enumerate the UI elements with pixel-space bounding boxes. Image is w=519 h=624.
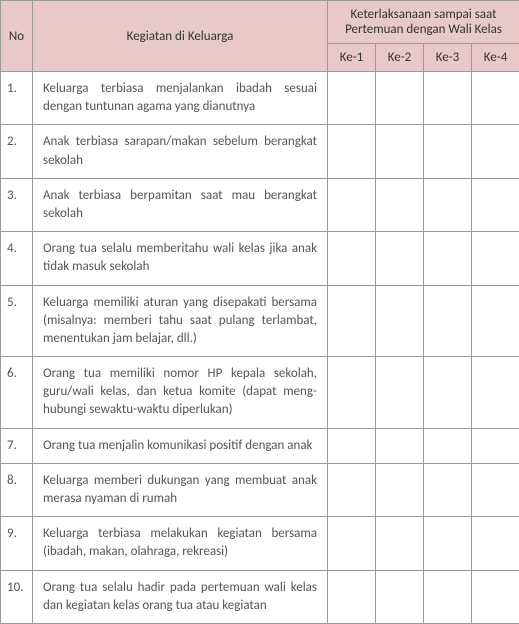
table-row: 10. Orang tua selalu hadir pada pertemua…: [1, 570, 519, 623]
cell-ke4: [472, 72, 519, 125]
header-ke4: Ke-4: [472, 44, 519, 72]
cell-ke1: [328, 232, 376, 285]
table-body: 1. Keluarga terbiasa menjalankan ibadah …: [1, 72, 519, 624]
table-row: 2. Anak terbiasa sarapan/makan sebelum b…: [1, 125, 519, 178]
cell-ke4: [472, 125, 519, 178]
cell-ke4: [472, 232, 519, 285]
table-row: 1. Keluarga terbiasa menjalankan ibadah …: [1, 72, 519, 125]
cell-ke2: [376, 463, 424, 516]
header-ke1: Ke-1: [328, 44, 376, 72]
cell-ke4: [472, 428, 519, 463]
cell-ke2: [376, 125, 424, 178]
row-no: 4.: [1, 232, 33, 285]
table-row: 4. Orang tua selalu memberitahu wali kel…: [1, 232, 519, 285]
row-kegiatan: Orang tua selalu memberitahu wali kelas …: [33, 232, 328, 285]
header-ke2: Ke-2: [376, 44, 424, 72]
cell-ke1: [328, 517, 376, 570]
cell-ke1: [328, 72, 376, 125]
cell-ke2: [376, 570, 424, 623]
cell-ke2: [376, 232, 424, 285]
cell-ke2: [376, 285, 424, 357]
cell-ke2: [376, 517, 424, 570]
table-row: 9. Keluarga terbiasa melakukan kegiatan …: [1, 517, 519, 570]
row-kegiatan: Keluarga memberi dukungan yang membuat a…: [33, 463, 328, 516]
cell-ke3: [424, 570, 472, 623]
row-no: 5.: [1, 285, 33, 357]
cell-ke3: [424, 428, 472, 463]
header-kegiatan: Kegiatan di Keluarga: [33, 1, 328, 72]
cell-ke2: [376, 178, 424, 231]
table-row: 6. Orang tua memiliki nomor HP kepala se…: [1, 357, 519, 429]
cell-ke1: [328, 570, 376, 623]
cell-ke3: [424, 125, 472, 178]
table-row: 3. Anak terbiasa berpamitan saat mau ber…: [1, 178, 519, 231]
row-no: 2.: [1, 125, 33, 178]
row-no: 6.: [1, 357, 33, 429]
header-ke3: Ke-3: [424, 44, 472, 72]
cell-ke1: [328, 428, 376, 463]
cell-ke4: [472, 517, 519, 570]
row-no: 10.: [1, 570, 33, 623]
row-no: 1.: [1, 72, 33, 125]
cell-ke3: [424, 357, 472, 429]
table-header: No Kegiatan di Keluarga Keterlaksanaan s…: [1, 1, 519, 72]
row-kegiatan: Anak terbiasa sarapan/makan sebelum bera…: [33, 125, 328, 178]
cell-ke3: [424, 178, 472, 231]
row-no: 7.: [1, 428, 33, 463]
cell-ke1: [328, 357, 376, 429]
table-row: 7. Orang tua menjalin komunikasi positif…: [1, 428, 519, 463]
header-keterlaksanaan: Keterlaksanaan sampai saat Pertemuan den…: [328, 1, 519, 44]
table-row: 8. Keluarga memberi dukungan yang membua…: [1, 463, 519, 516]
cell-ke2: [376, 357, 424, 429]
row-kegiatan: Keluarga terbiasa menjalankan ibadah ses…: [33, 72, 328, 125]
row-no: 9.: [1, 517, 33, 570]
cell-ke4: [472, 357, 519, 429]
row-kegiatan: Keluarga memiliki aturan yang disepakati…: [33, 285, 328, 357]
cell-ke3: [424, 232, 472, 285]
row-kegiatan: Orang tua menjalin komunikasi positif de…: [33, 428, 328, 463]
cell-ke2: [376, 72, 424, 125]
kegiatan-table: No Kegiatan di Keluarga Keterlaksanaan s…: [0, 0, 519, 624]
row-no: 3.: [1, 178, 33, 231]
cell-ke3: [424, 517, 472, 570]
row-no: 8.: [1, 463, 33, 516]
row-kegiatan: Anak terbiasa berpamitan saat mau berang…: [33, 178, 328, 231]
cell-ke4: [472, 570, 519, 623]
cell-ke1: [328, 463, 376, 516]
cell-ke4: [472, 463, 519, 516]
row-kegiatan: Keluarga terbiasa melakukan kegiatan ber…: [33, 517, 328, 570]
cell-ke2: [376, 428, 424, 463]
cell-ke4: [472, 178, 519, 231]
cell-ke3: [424, 285, 472, 357]
cell-ke1: [328, 285, 376, 357]
row-kegiatan: Orang tua memiliki nomor HP kepala sekol…: [33, 357, 328, 429]
row-kegiatan: Orang tua selalu hadir pada pertemuan wa…: [33, 570, 328, 623]
cell-ke1: [328, 125, 376, 178]
cell-ke3: [424, 463, 472, 516]
table-row: 5. Keluarga memiliki aturan yang disepak…: [1, 285, 519, 357]
cell-ke4: [472, 285, 519, 357]
cell-ke1: [328, 178, 376, 231]
cell-ke3: [424, 72, 472, 125]
header-no: No: [1, 1, 33, 72]
